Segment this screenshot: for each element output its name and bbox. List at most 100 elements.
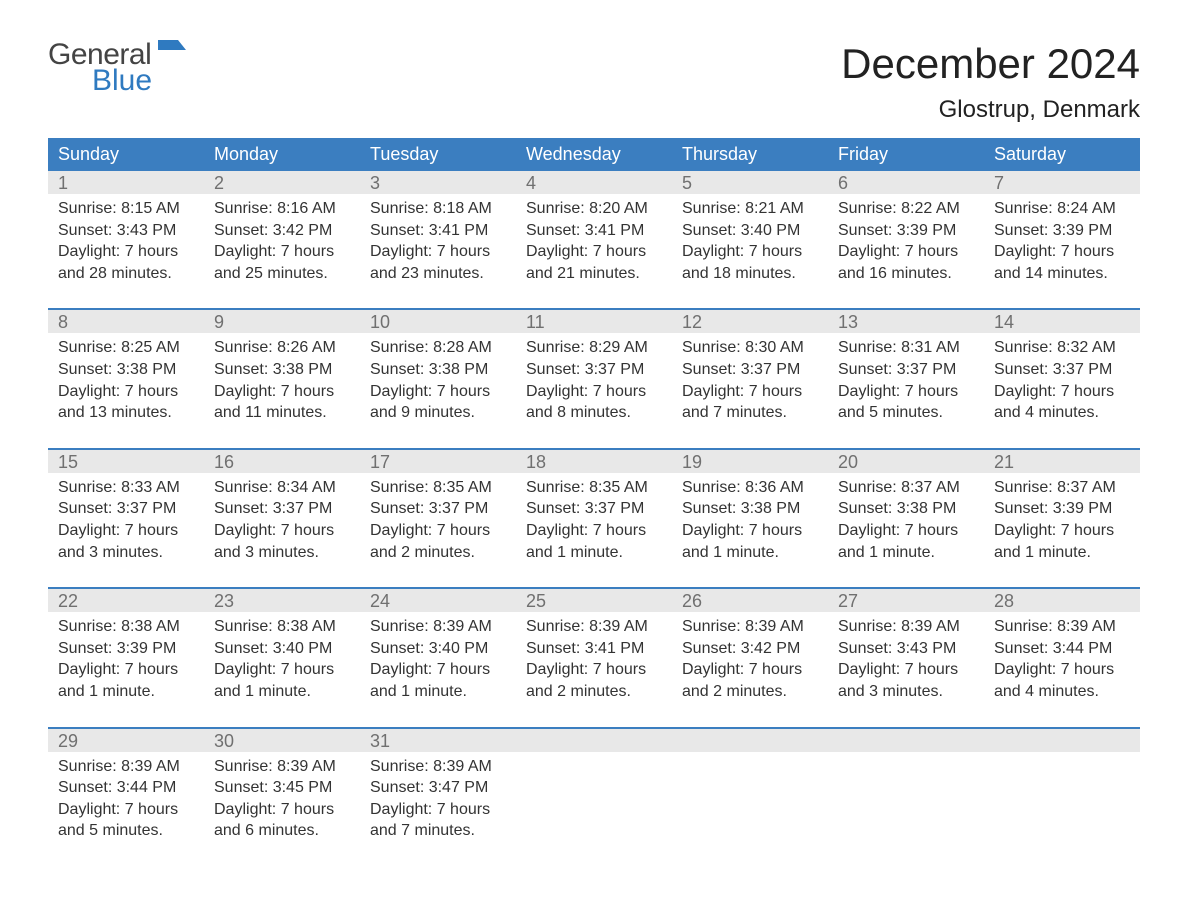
daylight-text: Daylight: 7 hours and 1 minute. bbox=[58, 659, 194, 702]
sunset-text: Sunset: 3:38 PM bbox=[58, 359, 194, 381]
sunset-text: Sunset: 3:44 PM bbox=[58, 777, 194, 799]
day-cell: Sunrise: 8:18 AMSunset: 3:41 PMDaylight:… bbox=[360, 194, 516, 290]
daylight-text: Daylight: 7 hours and 1 minute. bbox=[838, 520, 974, 563]
sunset-text: Sunset: 3:43 PM bbox=[58, 220, 194, 242]
day-number bbox=[672, 729, 828, 752]
day-number-row: 15161718192021 bbox=[48, 450, 1140, 473]
weekday-header: Monday bbox=[204, 138, 360, 171]
daylight-text: Daylight: 7 hours and 5 minutes. bbox=[838, 381, 974, 424]
day-cell: Sunrise: 8:36 AMSunset: 3:38 PMDaylight:… bbox=[672, 473, 828, 569]
day-number: 12 bbox=[672, 310, 828, 333]
calendar-week: 891011121314Sunrise: 8:25 AMSunset: 3:38… bbox=[48, 308, 1140, 429]
sunrise-text: Sunrise: 8:39 AM bbox=[370, 756, 506, 778]
day-number: 14 bbox=[984, 310, 1140, 333]
day-cell: Sunrise: 8:30 AMSunset: 3:37 PMDaylight:… bbox=[672, 333, 828, 429]
day-cell: Sunrise: 8:28 AMSunset: 3:38 PMDaylight:… bbox=[360, 333, 516, 429]
daylight-text: Daylight: 7 hours and 25 minutes. bbox=[214, 241, 350, 284]
daylight-text: Daylight: 7 hours and 2 minutes. bbox=[682, 659, 818, 702]
sunset-text: Sunset: 3:37 PM bbox=[682, 359, 818, 381]
day-cell: Sunrise: 8:32 AMSunset: 3:37 PMDaylight:… bbox=[984, 333, 1140, 429]
day-cell: Sunrise: 8:24 AMSunset: 3:39 PMDaylight:… bbox=[984, 194, 1140, 290]
sunset-text: Sunset: 3:44 PM bbox=[994, 638, 1130, 660]
sunset-text: Sunset: 3:42 PM bbox=[214, 220, 350, 242]
daylight-text: Daylight: 7 hours and 7 minutes. bbox=[682, 381, 818, 424]
calendar-weeks: 1234567Sunrise: 8:15 AMSunset: 3:43 PMDa… bbox=[48, 171, 1140, 848]
sunset-text: Sunset: 3:39 PM bbox=[58, 638, 194, 660]
day-cell: Sunrise: 8:22 AMSunset: 3:39 PMDaylight:… bbox=[828, 194, 984, 290]
sunrise-text: Sunrise: 8:15 AM bbox=[58, 198, 194, 220]
day-cell: Sunrise: 8:15 AMSunset: 3:43 PMDaylight:… bbox=[48, 194, 204, 290]
day-cell: Sunrise: 8:16 AMSunset: 3:42 PMDaylight:… bbox=[204, 194, 360, 290]
sunrise-text: Sunrise: 8:30 AM bbox=[682, 337, 818, 359]
sunrise-text: Sunrise: 8:35 AM bbox=[526, 477, 662, 499]
sunrise-text: Sunrise: 8:24 AM bbox=[994, 198, 1130, 220]
sunset-text: Sunset: 3:37 PM bbox=[838, 359, 974, 381]
day-number bbox=[828, 729, 984, 752]
sunrise-text: Sunrise: 8:39 AM bbox=[58, 756, 194, 778]
daylight-text: Daylight: 7 hours and 1 minute. bbox=[682, 520, 818, 563]
daylight-text: Daylight: 7 hours and 1 minute. bbox=[526, 520, 662, 563]
daylight-text: Daylight: 7 hours and 23 minutes. bbox=[370, 241, 506, 284]
sunset-text: Sunset: 3:38 PM bbox=[214, 359, 350, 381]
daylight-text: Daylight: 7 hours and 3 minutes. bbox=[214, 520, 350, 563]
day-cell: Sunrise: 8:34 AMSunset: 3:37 PMDaylight:… bbox=[204, 473, 360, 569]
day-content-row: Sunrise: 8:15 AMSunset: 3:43 PM Daylight:… bbox=[48, 194, 1140, 290]
day-number: 7 bbox=[984, 171, 1140, 194]
day-cell: Sunrise: 8:39 AMSunset: 3:47 PMDaylight:… bbox=[360, 752, 516, 848]
sunset-text: Sunset: 3:37 PM bbox=[526, 498, 662, 520]
header: General Blue December 2024 Glostrup, Den… bbox=[48, 40, 1140, 124]
day-number: 1 bbox=[48, 171, 204, 194]
day-number-row: 1234567 bbox=[48, 171, 1140, 194]
day-cell: Sunrise: 8:38 AMSunset: 3:40 PMDaylight:… bbox=[204, 612, 360, 708]
daylight-text: Daylight: 7 hours and 13 minutes. bbox=[58, 381, 194, 424]
sunset-text: Sunset: 3:39 PM bbox=[994, 498, 1130, 520]
sunrise-text: Sunrise: 8:34 AM bbox=[214, 477, 350, 499]
logo-flag-icon bbox=[158, 40, 186, 64]
daylight-text: Daylight: 7 hours and 6 minutes. bbox=[214, 799, 350, 842]
sunset-text: Sunset: 3:39 PM bbox=[838, 220, 974, 242]
daylight-text: Daylight: 7 hours and 2 minutes. bbox=[526, 659, 662, 702]
daylight-text: Daylight: 7 hours and 3 minutes. bbox=[58, 520, 194, 563]
day-number: 29 bbox=[48, 729, 204, 752]
sunset-text: Sunset: 3:42 PM bbox=[682, 638, 818, 660]
sunset-text: Sunset: 3:37 PM bbox=[526, 359, 662, 381]
day-cell: Sunrise: 8:26 AMSunset: 3:38 PMDaylight:… bbox=[204, 333, 360, 429]
weekday-header: Friday bbox=[828, 138, 984, 171]
day-number: 18 bbox=[516, 450, 672, 473]
logo-text: General Blue bbox=[48, 40, 186, 96]
calendar-week: 293031Sunrise: 8:39 AMSunset: 3:44 PMDay… bbox=[48, 727, 1140, 848]
day-cell bbox=[984, 752, 1140, 848]
sunset-text: Sunset: 3:43 PM bbox=[838, 638, 974, 660]
weekday-header: Thursday bbox=[672, 138, 828, 171]
daylight-text: Daylight: 7 hours and 7 minutes. bbox=[370, 799, 506, 842]
day-content-row: Sunrise: 8:33 AMSunset: 3:37 PMDaylight:… bbox=[48, 473, 1140, 569]
location: Glostrup, Denmark bbox=[841, 96, 1140, 124]
sunset-text: Sunset: 3:41 PM bbox=[526, 638, 662, 660]
daylight-text: Daylight: 7 hours and 2 minutes. bbox=[370, 520, 506, 563]
day-cell bbox=[672, 752, 828, 848]
sunset-text: Sunset: 3:38 PM bbox=[370, 359, 506, 381]
daylight-text: Daylight: 7 hours and 8 minutes. bbox=[526, 381, 662, 424]
sunset-text: Sunset: 3:45 PM bbox=[214, 777, 350, 799]
sunrise-text: Sunrise: 8:26 AM bbox=[214, 337, 350, 359]
day-number-row: 891011121314 bbox=[48, 310, 1140, 333]
daylight-text: Daylight: 7 hours and 18 minutes. bbox=[682, 241, 818, 284]
day-cell: Sunrise: 8:37 AMSunset: 3:39 PMDaylight:… bbox=[984, 473, 1140, 569]
day-cell: Sunrise: 8:39 AMSunset: 3:41 PMDaylight:… bbox=[516, 612, 672, 708]
daylight-text: Daylight: 7 hours and 21 minutes. bbox=[526, 241, 662, 284]
day-cell: Sunrise: 8:20 AMSunset: 3:41 PMDaylight:… bbox=[516, 194, 672, 290]
day-number: 28 bbox=[984, 589, 1140, 612]
sunrise-text: Sunrise: 8:38 AM bbox=[214, 616, 350, 638]
sunrise-text: Sunrise: 8:21 AM bbox=[682, 198, 818, 220]
day-number: 13 bbox=[828, 310, 984, 333]
day-cell: Sunrise: 8:39 AMSunset: 3:40 PMDaylight:… bbox=[360, 612, 516, 708]
weekday-header: Wednesday bbox=[516, 138, 672, 171]
day-content-row: Sunrise: 8:38 AMSunset: 3:39 PMDaylight:… bbox=[48, 612, 1140, 708]
sunset-text: Sunset: 3:37 PM bbox=[58, 498, 194, 520]
day-number-row: 22232425262728 bbox=[48, 589, 1140, 612]
sunrise-text: Sunrise: 8:16 AM bbox=[214, 198, 350, 220]
day-number bbox=[516, 729, 672, 752]
sunset-text: Sunset: 3:41 PM bbox=[526, 220, 662, 242]
sunset-text: Sunset: 3:40 PM bbox=[682, 220, 818, 242]
sunrise-text: Sunrise: 8:37 AM bbox=[994, 477, 1130, 499]
